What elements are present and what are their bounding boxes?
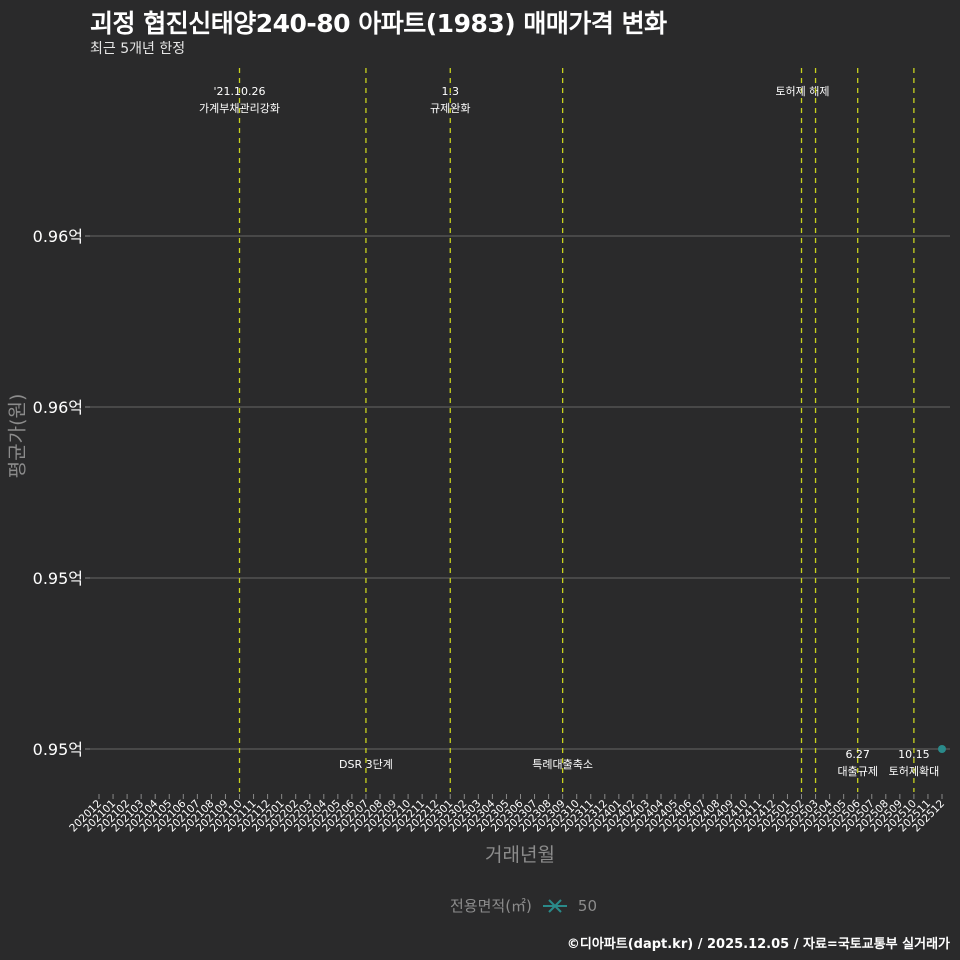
legend-title: 전용면적(㎡): [450, 897, 532, 915]
chart-subtitle: 최근 5개년 한정: [90, 41, 186, 57]
event-label: 특례대출축소: [532, 758, 593, 771]
event-label: 규제완화: [430, 102, 470, 115]
event-date-label: 1.3: [442, 85, 460, 98]
x-axis-ticks: 2020122021012021022021032021042021052021…: [67, 794, 947, 834]
y-axis-ticks: 0.96억 0.96억 0.95억 0.95억: [33, 227, 90, 759]
y-axis-label: 평균가(원): [6, 393, 29, 479]
chart-title: 괴정 협진신태양240-80 아파트(1983) 매매가격 변화: [90, 9, 667, 38]
legend-entry-label: 50: [577, 896, 597, 915]
event-label: 대출규제: [837, 765, 877, 778]
event-date-label: '21.10.26: [213, 85, 265, 98]
event-date-label: 6.27: [845, 748, 870, 761]
y-tick-label: 0.95억: [33, 569, 83, 588]
data-points: [938, 745, 946, 753]
y-tick-label: 0.96억: [33, 227, 83, 246]
legend-key-icon: [542, 898, 567, 913]
footer-credit: ©디아파트(dapt.kr) / 2025.12.05 / 자료=국토교통부 실…: [566, 937, 950, 952]
event-label: 가계부채관리강화: [199, 102, 280, 115]
y-tick-label: 0.96억: [33, 398, 83, 417]
data-point: [938, 745, 946, 753]
grid-lines: [90, 235, 950, 750]
event-label: 토허제 해제: [775, 84, 829, 98]
x-axis-label: 거래년월: [485, 844, 555, 866]
event-label: 토허제확대: [889, 765, 940, 778]
event-label: DSR 3단계: [339, 758, 393, 771]
legend: 전용면적(㎡) 50: [450, 895, 597, 916]
event-date-label: 10.15: [898, 748, 930, 761]
y-tick-label: 0.95억: [33, 740, 83, 759]
